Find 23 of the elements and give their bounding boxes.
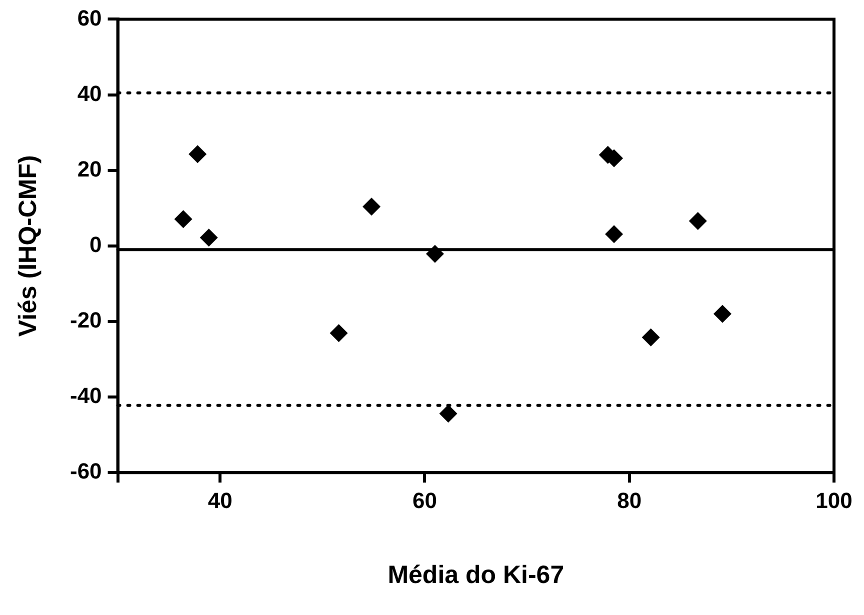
y-tick-label: 40 <box>77 80 102 106</box>
point <box>642 328 660 346</box>
y-tick-label: 0 <box>90 232 102 257</box>
x-tick-label: 60 <box>412 488 437 513</box>
x-tick-label: 80 <box>617 488 642 513</box>
point <box>439 404 458 423</box>
x-tick-label: 100 <box>816 488 852 513</box>
point <box>200 228 218 247</box>
y-tick-label: 20 <box>77 156 102 182</box>
y-axis-title: Viés (IHQ-CMF) <box>14 155 42 337</box>
point <box>688 212 707 230</box>
point <box>605 225 624 244</box>
point <box>188 145 207 164</box>
point <box>713 304 732 323</box>
y-tick-label: -40 <box>70 383 102 408</box>
y-tick-label: -60 <box>70 458 102 484</box>
point <box>174 210 192 228</box>
x-axis-title: Média do Ki-67 <box>388 560 564 589</box>
y-tick-label: -20 <box>70 308 102 333</box>
point <box>330 324 348 342</box>
y-tick-label: 60 <box>77 5 102 30</box>
x-tick-label: 40 <box>208 488 232 513</box>
point <box>362 198 381 216</box>
